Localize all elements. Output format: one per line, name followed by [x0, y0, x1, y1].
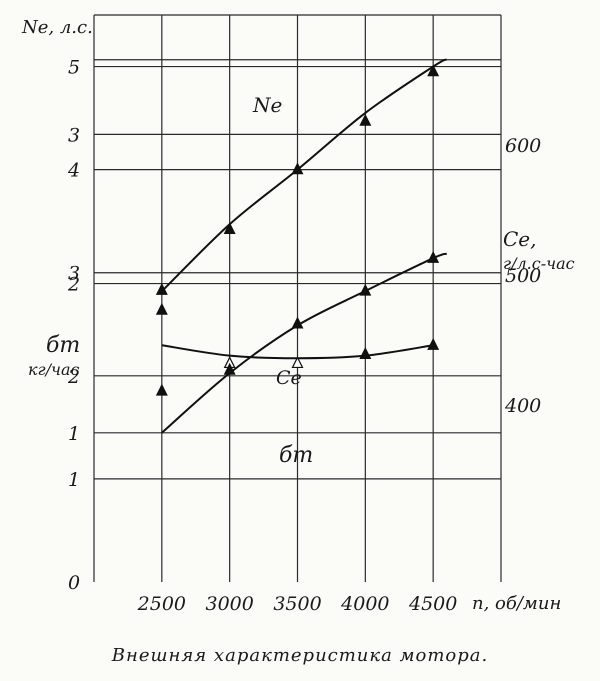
ce-tick-400: 400 — [504, 395, 541, 417]
marker-s0-3 — [359, 113, 372, 126]
gt-curve-label: бт — [279, 443, 313, 468]
marker-s2-4 — [427, 250, 440, 263]
gt-axis-unit: кг/час — [28, 360, 80, 379]
gt-tick-1: 1 — [68, 423, 80, 445]
curve-0 — [161, 58, 448, 292]
gt-tick-3: 3 — [68, 124, 80, 146]
x-tick-4000: 4000 — [340, 593, 389, 615]
marker-s1-4 — [427, 337, 440, 350]
x-tick-3000: 3000 — [205, 593, 253, 615]
marker-s0-1 — [223, 222, 236, 235]
marker-s1-0 — [155, 302, 168, 315]
ne-axis-title: Ne, л.с. — [21, 17, 93, 38]
ne-curve-label: Ne — [252, 93, 282, 117]
x-axis-title: n, об/мин — [472, 593, 561, 614]
marker-s2-2 — [291, 316, 304, 329]
curves — [161, 58, 448, 434]
ce-axis-title: Ce, — [503, 227, 537, 251]
ce-curve-label: Ce — [276, 367, 302, 389]
figure-caption: Внешняя характеристика мотора. — [111, 645, 489, 666]
grid — [93, 14, 502, 582]
ce-axis-unit: г/л.с-час — [503, 254, 575, 273]
ne-tick-2: 2 — [67, 366, 80, 388]
ne-tick-4: 4 — [67, 160, 80, 182]
gt-axis-title: бт — [46, 333, 80, 358]
gt-tick-2: 2 — [67, 274, 80, 296]
x-tick-4500: 4500 — [408, 593, 457, 615]
ne-tick-3: 3 — [68, 263, 80, 285]
markers — [155, 64, 440, 396]
x-tick-3500: 3500 — [273, 593, 321, 615]
curve-2 — [161, 252, 448, 434]
marker-s2-1 — [223, 362, 236, 375]
marker-s2-3 — [359, 283, 372, 296]
marker-s1-3 — [359, 347, 372, 359]
marker-s0-2 — [291, 162, 304, 175]
zero-tick: 0 — [68, 572, 80, 594]
ce-tick-600: 600 — [505, 135, 541, 157]
marker-s0-4 — [427, 64, 440, 77]
x-tick-2500: 2500 — [137, 593, 186, 615]
ne-tick-1: 1 — [68, 469, 80, 491]
ne-tick-5: 5 — [68, 57, 80, 79]
ce-tick-500: 500 — [505, 265, 541, 287]
marker-s0-0 — [155, 282, 168, 295]
marker-s1-2 — [291, 356, 304, 369]
marker-s2-0 — [155, 383, 168, 396]
